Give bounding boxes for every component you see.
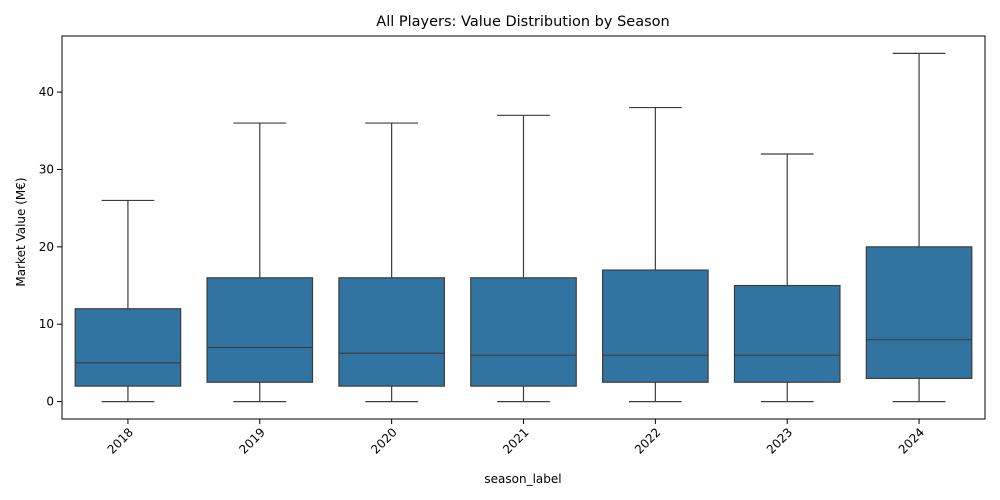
iqr-box bbox=[865, 246, 973, 379]
chart-title: All Players: Value Distribution by Seaso… bbox=[376, 14, 669, 30]
iqr-box bbox=[733, 284, 841, 383]
x-tick-label: 2021 bbox=[500, 425, 531, 456]
box-2022 bbox=[602, 106, 709, 403]
x-tick-label: 2023 bbox=[764, 425, 795, 456]
x-tick-label: 2022 bbox=[632, 425, 663, 456]
iqr-box bbox=[470, 277, 577, 387]
y-tick-label: 0 bbox=[46, 395, 54, 409]
iqr-box bbox=[74, 308, 182, 387]
plot-area: 0 10 20 30 40 2018 2019 2020 2021 2022 2023 2024 bbox=[39, 35, 986, 457]
plot-frame bbox=[61, 35, 986, 420]
iqr-box bbox=[206, 277, 314, 383]
box-2021 bbox=[470, 114, 577, 403]
box-2018 bbox=[74, 199, 182, 403]
x-tick-label: 2018 bbox=[105, 425, 136, 456]
iqr-box bbox=[338, 277, 445, 387]
y-tick-label: 20 bbox=[39, 240, 54, 254]
box-2024 bbox=[865, 52, 973, 403]
y-tick-label: 40 bbox=[39, 85, 54, 99]
x-tick-label: 2019 bbox=[236, 425, 267, 456]
y-axis-label: Market Value (M€) bbox=[14, 177, 28, 286]
y-tick-label: 10 bbox=[39, 317, 54, 331]
box-2020 bbox=[338, 122, 445, 403]
x-axis-label: season_label bbox=[484, 472, 561, 486]
x-tick-label: 2020 bbox=[368, 425, 399, 456]
y-tick-label: 30 bbox=[39, 162, 54, 176]
x-tick-label: 2024 bbox=[896, 425, 927, 456]
box-2019 bbox=[206, 122, 314, 403]
box-2023 bbox=[733, 153, 841, 403]
iqr-box bbox=[602, 269, 709, 383]
